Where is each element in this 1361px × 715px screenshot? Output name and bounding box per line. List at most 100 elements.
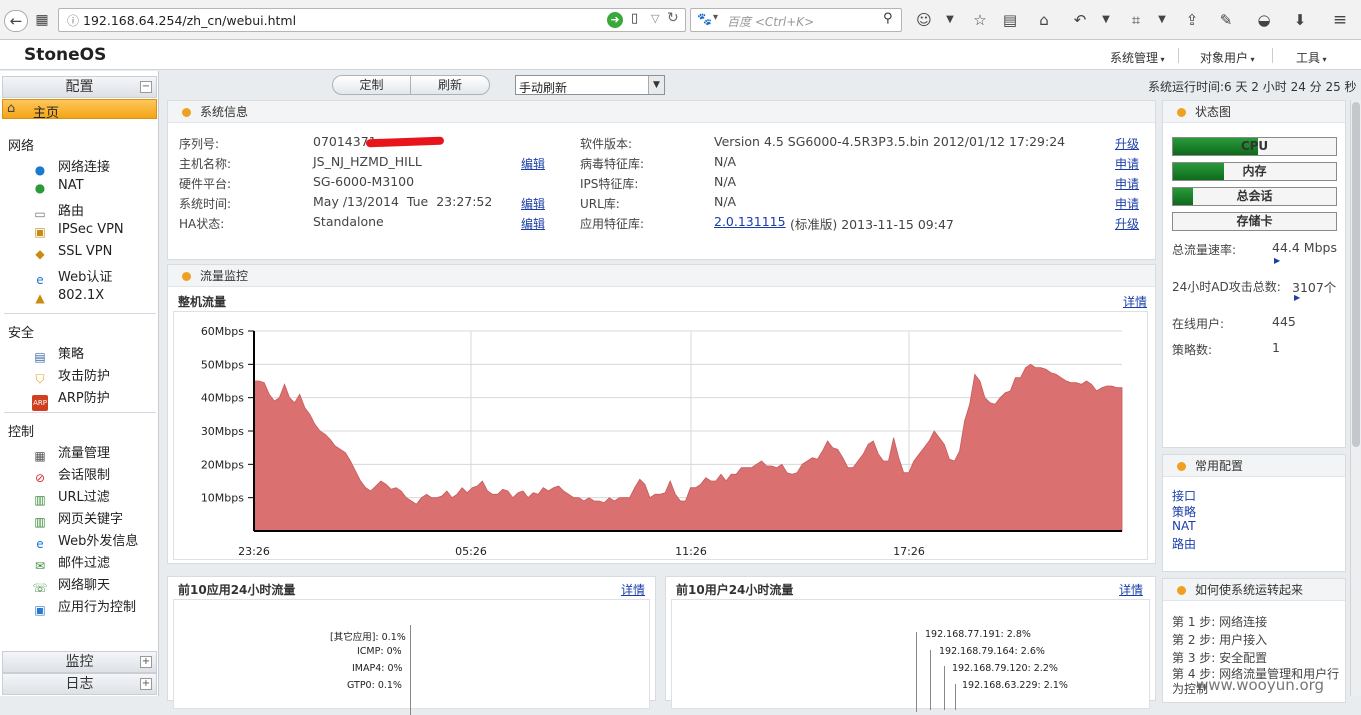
refresh-mode-select[interactable]: 手动刷新 ▼ xyxy=(515,75,665,95)
download-icon[interactable]: ⬇ xyxy=(1293,11,1307,29)
mask-icon[interactable]: ◒ xyxy=(1257,11,1271,29)
dropdown-icon[interactable]: ▽ xyxy=(651,12,660,25)
arrow-right-icon[interactable]: ▶ xyxy=(1274,256,1281,265)
mobile-icon[interactable]: ▯ xyxy=(631,11,639,26)
common-link-nat[interactable]: NAT xyxy=(1172,519,1196,533)
sessions-bar-label: 总会话 xyxy=(1236,189,1273,203)
chevron-down-icon[interactable]: ▼ xyxy=(946,14,954,25)
baidu-icon: 🐾 xyxy=(697,12,712,26)
nav-item-im[interactable]: ☏ 网络聊天 xyxy=(32,574,110,595)
nav-item-arp-defense[interactable]: ARP ARP防护 xyxy=(32,387,110,411)
nav-item-nat[interactable]: ● NAT xyxy=(32,178,84,198)
chevron-down-icon[interactable]: ▼ xyxy=(1102,14,1110,25)
nav-item-policy[interactable]: ▤ 策略 xyxy=(32,343,84,364)
sysinfo-title-text: 系统信息 xyxy=(200,105,249,119)
nav-item-network-connection[interactable]: ● 网络连接 xyxy=(32,156,110,177)
user-label: 192.168.77.191: 2.8% xyxy=(925,629,1031,640)
scrollbar[interactable] xyxy=(1350,100,1361,696)
nav-item-8021x[interactable]: ▲ 802.1X xyxy=(32,288,104,308)
reading-list-icon[interactable]: ▤ xyxy=(1002,11,1018,29)
arrow-right-icon[interactable]: ▶ xyxy=(1294,293,1301,302)
howto-step[interactable]: 第 3 步: 安全配置 xyxy=(1172,651,1268,665)
address-bar[interactable]: ⓘ 192.168.64.254/zh_cn/webui.html ➜ ▯ ▽ … xyxy=(58,8,686,32)
nav-item-url-filter[interactable]: ▥ URL过滤 xyxy=(32,486,109,507)
traffic-subtitle: 整机流量 xyxy=(178,295,227,309)
shield-icon: ⛉ xyxy=(35,372,45,386)
menu-tools[interactable]: 工具 ▾ xyxy=(1296,49,1327,66)
url-db-apply-link[interactable]: 申请 xyxy=(1115,197,1140,211)
nav-item-traffic-mgmt[interactable]: ▦ 流量管理 xyxy=(32,442,110,463)
top-users-detail-link[interactable]: 详情 xyxy=(1119,583,1144,597)
software-upgrade-link[interactable]: 升级 xyxy=(1115,137,1140,151)
nav-config-header[interactable]: 配置 − xyxy=(2,76,157,98)
menu-icon[interactable]: ≡ xyxy=(1332,10,1348,30)
app-sig-upgrade-link[interactable]: 升级 xyxy=(1115,217,1140,231)
nav-item-attack-defense[interactable]: ⛉ 攻击防护 xyxy=(32,365,110,386)
router-icon: ▭ xyxy=(34,207,46,221)
common-link-route[interactable]: 路由 xyxy=(1172,537,1197,551)
nav-item-app-control[interactable]: ▣ 应用行为控制 xyxy=(32,596,136,617)
traffic-chart: 10Mbps 20Mbps 30Mbps 40Mbps 50Mbps 60Mbps 23:2… xyxy=(201,325,1123,558)
refresh-button[interactable]: 刷新 xyxy=(410,75,490,95)
traffic-title: 流量监控 xyxy=(168,265,1155,287)
nav-item-route[interactable]: ▭ 路由 xyxy=(32,200,84,221)
nav-item-ssl-vpn[interactable]: ◆ SSL VPN xyxy=(32,244,112,264)
info-icon[interactable]: ⓘ xyxy=(67,14,80,28)
nav-item-ipsec-vpn[interactable]: ▣ IPSec VPN xyxy=(32,222,123,242)
expand-icon[interactable]: + xyxy=(140,678,152,690)
expand-icon[interactable]: + xyxy=(140,656,152,668)
go-icon[interactable]: ➜ xyxy=(607,12,623,28)
ha-label: HA状态: xyxy=(179,217,225,231)
app-sig-version-link[interactable]: 2.0.131115 xyxy=(714,214,786,229)
top-apps-detail-link[interactable]: 详情 xyxy=(621,583,646,597)
undo-icon[interactable]: ↶ xyxy=(1073,11,1087,29)
systime-value: May /13/2014 Tue 23:27:52 xyxy=(313,194,493,209)
nav-item-web-auth[interactable]: e Web认证 xyxy=(32,266,112,287)
chevron-down-icon[interactable]: ▾ xyxy=(713,12,719,23)
howto-step[interactable]: 第 4 步: 网络流量管理和用户行为控制 xyxy=(1172,667,1340,696)
ips-sig-apply-link[interactable]: 申请 xyxy=(1115,177,1140,191)
chevron-down-icon[interactable]: ▼ xyxy=(1158,14,1166,25)
search-box[interactable]: 🐾 ▾ 百度 <Ctrl+K> ⚲ xyxy=(690,8,902,32)
chevron-down-icon[interactable]: ▼ xyxy=(648,76,664,94)
menu-system[interactable]: 系统管理 ▾ xyxy=(1110,49,1165,66)
redaction-mark xyxy=(365,136,445,148)
user-label: 192.168.79.164: 2.6% xyxy=(939,646,1045,657)
reload-icon[interactable]: ↻ xyxy=(667,10,679,26)
ha-edit-link[interactable]: 编辑 xyxy=(521,217,546,231)
customize-button[interactable]: 定制 xyxy=(332,75,411,95)
av-sig-apply-link[interactable]: 申请 xyxy=(1115,157,1140,171)
sysinfo-title: 系统信息 xyxy=(168,101,1155,123)
home-icon[interactable]: ⌂ xyxy=(1039,11,1049,29)
nav-log-header[interactable]: 日志 + xyxy=(2,673,157,695)
nav-home[interactable]: ⌂ 主页 xyxy=(2,99,157,121)
emoji-icon[interactable]: ☺ xyxy=(916,11,932,29)
common-link-interface[interactable]: 接口 xyxy=(1172,489,1197,503)
collapse-icon[interactable]: − xyxy=(140,81,152,93)
search-icon[interactable]: ⚲ xyxy=(883,11,893,26)
grid-icon[interactable]: ▦ xyxy=(35,12,49,28)
share-icon[interactable]: ⇪ xyxy=(1185,11,1199,29)
brush-icon[interactable]: ✎ xyxy=(1219,11,1233,29)
nav-monitor-header[interactable]: 监控 + xyxy=(2,651,157,673)
menu-objects[interactable]: 对象用户 ▾ xyxy=(1200,49,1255,66)
back-icon[interactable]: ← xyxy=(4,10,28,32)
nav-item-session-limit[interactable]: ⊘ 会话限制 xyxy=(32,464,110,485)
nav-item-mail-filter[interactable]: ✉ 邮件过滤 xyxy=(32,552,110,573)
orange-dot-icon xyxy=(1177,462,1186,471)
nav-item-web-keyword[interactable]: ▥ 网页关键字 xyxy=(32,508,123,529)
howto-step[interactable]: 第 2 步: 用户接入 xyxy=(1172,633,1268,647)
chart-axis xyxy=(410,625,411,715)
nav-item-web-outbound[interactable]: e Web外发信息 xyxy=(32,530,138,551)
av-sig-value: N/A xyxy=(714,154,737,169)
traffic-detail-link[interactable]: 详情 xyxy=(1123,295,1148,309)
star-icon[interactable]: ☆ xyxy=(973,11,987,29)
crop-icon[interactable]: ⌗ xyxy=(1131,11,1141,29)
hostname-edit-link[interactable]: 编辑 xyxy=(521,157,546,171)
memory-bar-label: 内存 xyxy=(1242,164,1267,178)
systime-edit-link[interactable]: 编辑 xyxy=(521,197,546,211)
scrollbar-thumb[interactable] xyxy=(1352,102,1360,447)
common-link-policy[interactable]: 策略 xyxy=(1172,505,1197,519)
ips-sig-value: N/A xyxy=(714,174,737,189)
howto-step[interactable]: 第 1 步: 网络连接 xyxy=(1172,615,1268,629)
